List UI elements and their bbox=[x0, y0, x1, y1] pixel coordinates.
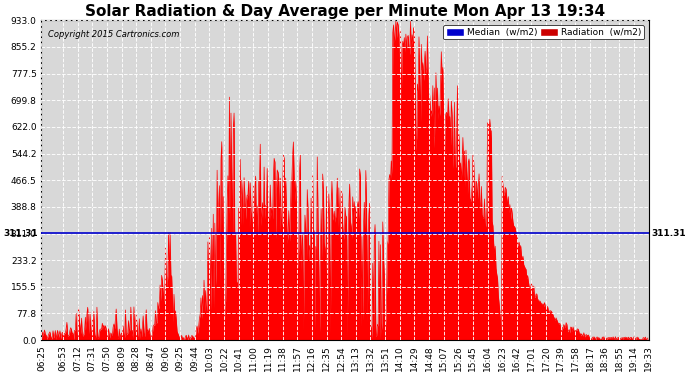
Legend: Median  (w/m2), Radiation  (w/m2): Median (w/m2), Radiation (w/m2) bbox=[444, 25, 644, 39]
Text: 311.31: 311.31 bbox=[651, 229, 686, 238]
Text: 311.31: 311.31 bbox=[4, 229, 39, 238]
Title: Solar Radiation & Day Average per Minute Mon Apr 13 19:34: Solar Radiation & Day Average per Minute… bbox=[85, 4, 605, 19]
Text: Copyright 2015 Cartronics.com: Copyright 2015 Cartronics.com bbox=[48, 30, 179, 39]
